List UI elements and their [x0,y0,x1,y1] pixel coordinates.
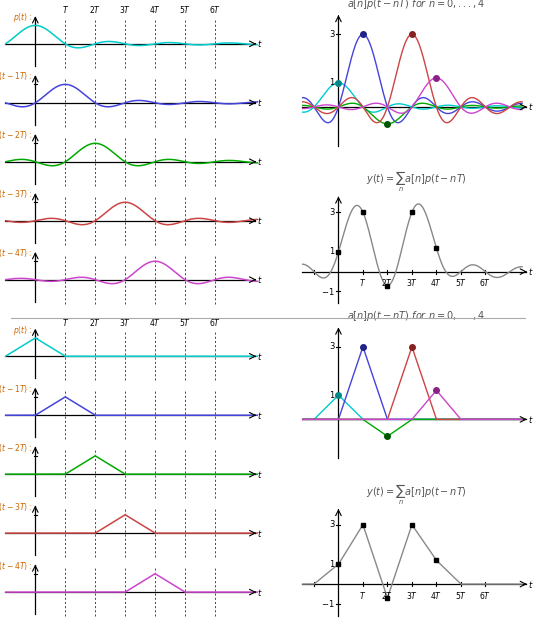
Text: 3: 3 [330,30,335,39]
Text: $T$: $T$ [62,317,69,328]
Text: $p(t-3T):$: $p(t-3T):$ [0,501,32,514]
Text: $p(t-4T):$: $p(t-4T):$ [0,247,32,260]
Text: $-1$: $-1$ [321,286,335,297]
Text: $6T$: $6T$ [209,317,221,328]
Text: $p(t-1T):$: $p(t-1T):$ [0,383,32,396]
Text: $3T$: $3T$ [406,590,418,600]
Text: $t$: $t$ [257,156,263,167]
Text: $5T$: $5T$ [455,590,467,600]
Text: $t$: $t$ [528,414,534,425]
Text: $t$: $t$ [257,528,263,538]
Text: $t$: $t$ [528,101,534,113]
Text: 1: 1 [330,247,335,256]
Text: $4T$: $4T$ [149,317,161,328]
Text: $t$: $t$ [257,587,263,598]
Text: 1: 1 [330,78,335,87]
Text: $4T$: $4T$ [430,277,442,288]
Text: $T$: $T$ [359,590,367,600]
Text: $2T$: $2T$ [89,4,101,15]
Title: $y(t) = \sum_n a[n]p(t-nT)$: $y(t) = \sum_n a[n]p(t-nT)$ [366,483,467,507]
Text: 1: 1 [330,391,335,399]
Title: $a[n]p(t-nT)$ for $n=0,...,4$: $a[n]p(t-nT)$ for $n=0,...,4$ [347,0,485,11]
Text: $3T$: $3T$ [119,317,131,328]
Text: $t$: $t$ [257,274,263,285]
Text: $t$: $t$ [257,410,263,421]
Text: $p(t-4T):$: $p(t-4T):$ [0,560,32,573]
Text: 3: 3 [330,342,335,351]
Text: $t$: $t$ [257,351,263,362]
Text: $p(t-2T):$: $p(t-2T):$ [0,130,32,142]
Text: $p(t-2T):$: $p(t-2T):$ [0,442,32,455]
Text: 3: 3 [330,520,335,529]
Text: 3: 3 [330,208,335,217]
Text: $2T$: $2T$ [382,277,393,288]
Text: $t$: $t$ [257,38,263,49]
Text: $t$: $t$ [257,97,263,108]
Text: $-1$: $-1$ [321,598,335,609]
Text: $3T$: $3T$ [406,277,418,288]
Text: $2T$: $2T$ [382,590,393,600]
Text: $5T$: $5T$ [179,4,191,15]
Text: $T$: $T$ [62,4,69,15]
Title: $y(t) = \sum_n a[n]p(t-nT)$: $y(t) = \sum_n a[n]p(t-nT)$ [366,170,467,195]
Text: $2T$: $2T$ [89,317,101,328]
Text: $t$: $t$ [257,215,263,226]
Text: $3T$: $3T$ [119,4,131,15]
Text: $4T$: $4T$ [149,4,161,15]
Text: $t$: $t$ [528,266,534,277]
Text: $p(t):$: $p(t):$ [13,11,32,24]
Text: $6T$: $6T$ [479,277,492,288]
Text: $4T$: $4T$ [430,590,442,600]
Text: $t$: $t$ [257,469,263,480]
Title: $a[n]p(t-nT)$ for $n=0,...,4$: $a[n]p(t-nT)$ for $n=0,...,4$ [347,309,485,324]
Text: $p(t-3T):$: $p(t-3T):$ [0,188,32,202]
Text: $6T$: $6T$ [209,4,221,15]
Text: $t$: $t$ [528,578,534,590]
Text: $p(t):$: $p(t):$ [13,324,32,337]
Text: $5T$: $5T$ [179,317,191,328]
Text: 1: 1 [330,560,335,569]
Text: $p(t-1T):$: $p(t-1T):$ [0,71,32,83]
Text: $5T$: $5T$ [455,277,467,288]
Text: $T$: $T$ [359,277,367,288]
Text: $6T$: $6T$ [479,590,492,600]
